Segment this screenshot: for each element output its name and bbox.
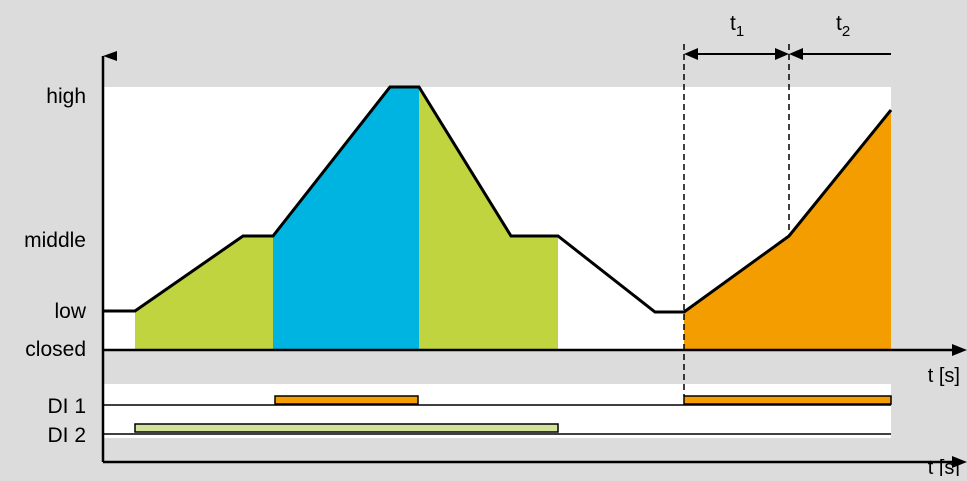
t2-label: t2	[836, 12, 850, 40]
x-axis-label-bottom: t [s]	[928, 457, 960, 476]
di1-bar-1	[274, 395, 419, 405]
y-label-low: low	[54, 300, 86, 323]
di1-bar-2	[683, 395, 892, 405]
t2-arrow-left	[789, 48, 803, 60]
y-label-high: high	[46, 85, 86, 108]
t1-arrow-right	[775, 48, 789, 60]
green-region-opening	[135, 236, 273, 350]
t1-label: t1	[730, 12, 744, 40]
y-label-closed: closed	[25, 338, 86, 361]
green-region-closing	[419, 87, 558, 350]
position-curve	[103, 85, 893, 314]
di2-bar	[134, 423, 559, 433]
x-axis-top-arrow	[952, 344, 967, 356]
orange-region-ramp	[684, 110, 891, 350]
y-label-middle: middle	[24, 229, 86, 252]
x-axis-label-top: t [s]	[928, 365, 960, 387]
blue-region-high	[273, 87, 419, 350]
di1-label: DI 1	[47, 395, 86, 418]
di2-label: DI 2	[47, 424, 86, 447]
x-axis-bottom-arrow	[952, 456, 967, 468]
t1-arrow-left	[684, 48, 698, 60]
